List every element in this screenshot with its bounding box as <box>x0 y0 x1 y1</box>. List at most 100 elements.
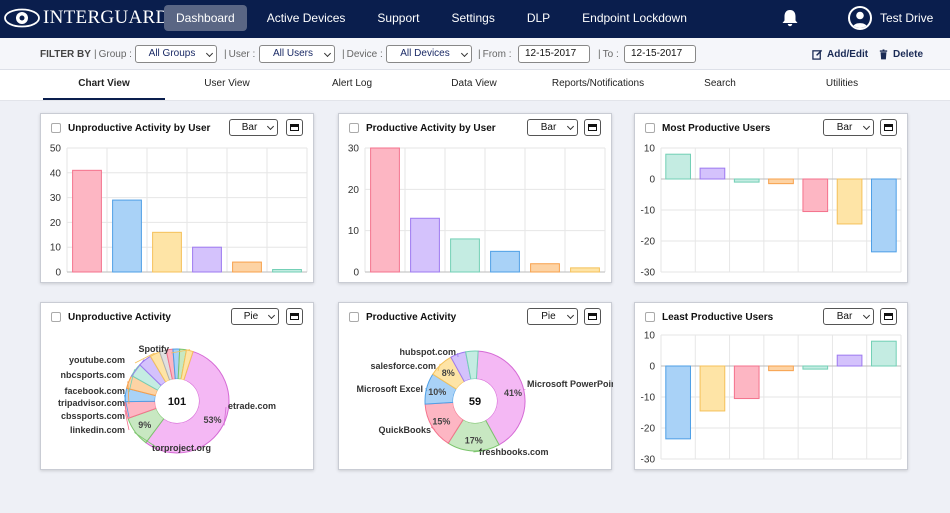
bell-icon[interactable] <box>780 8 800 28</box>
group-label: Group : <box>98 48 132 60</box>
panel-checkbox[interactable] <box>645 123 655 133</box>
bar[interactable] <box>733 178 760 183</box>
nav-settings[interactable]: Settings <box>451 11 495 25</box>
panel-checkbox[interactable] <box>349 123 359 133</box>
bar[interactable] <box>699 167 726 180</box>
device-select[interactable]: All Devices <box>386 45 472 63</box>
window-icon <box>588 124 597 131</box>
chart-panel-productive-by-user: Productive Activity by User Bar 0 10 20 30 <box>338 113 612 283</box>
chart-type-select[interactable]: Pie <box>527 308 578 325</box>
chevron-down-icon <box>460 49 469 58</box>
chevron-down-icon <box>566 311 575 320</box>
maximize-button[interactable] <box>286 119 303 136</box>
bar[interactable] <box>733 365 760 400</box>
chart-panel-unproductive-activity: Unproductive Activity Pie 53% etrade.com 9… <box>40 302 314 470</box>
bar[interactable] <box>871 178 897 253</box>
bar[interactable] <box>836 178 863 225</box>
bar[interactable] <box>665 153 691 180</box>
from-date-input[interactable]: 12-15-2017 <box>518 45 590 63</box>
slice-percent-label: 9% <box>138 420 151 430</box>
slice-percent-label: 15% <box>432 416 450 426</box>
bar[interactable] <box>802 365 829 370</box>
chart-type-select[interactable]: Bar <box>229 119 278 136</box>
slice-label: nbcsports.com <box>60 370 125 380</box>
trash-icon <box>879 48 888 59</box>
group-select[interactable]: All Groups <box>135 45 217 63</box>
chart-panel-unproductive-by-user: Unproductive Activity by User Bar 0 10 20 3… <box>40 113 314 283</box>
y-tick-label: 0 <box>353 268 359 279</box>
add-edit-button[interactable]: Add/Edit <box>812 49 868 60</box>
pie-chart-unproductive-activity: 53% etrade.com 9% torproject.org linkedin.co… <box>58 344 276 454</box>
y-tick-label: 30 <box>348 144 360 155</box>
bar[interactable] <box>72 169 102 273</box>
y-tick-label: 0 <box>55 268 61 279</box>
slice-label: Microsoft PowerPoin <box>527 379 613 389</box>
tab-chart-view[interactable]: Chart View <box>43 70 165 100</box>
nav-support[interactable]: Support <box>377 11 420 25</box>
tab-search[interactable]: Search <box>704 78 736 89</box>
maximize-button[interactable] <box>584 308 601 325</box>
bar-chart-unproductive-by-user: 0 10 20 30 40 50 <box>50 144 308 279</box>
delete-button[interactable]: Delete <box>878 49 923 60</box>
tab-reports-notifications[interactable]: Reports/Notifications <box>551 78 645 89</box>
slice-label: linkedin.com <box>70 425 125 435</box>
tab-utilities[interactable]: Utilities <box>825 78 859 89</box>
bar[interactable] <box>112 199 142 273</box>
bar[interactable] <box>450 238 480 273</box>
chart-type-select[interactable]: Pie <box>231 308 279 325</box>
slice-leader-line <box>127 381 130 405</box>
bar[interactable] <box>370 147 400 273</box>
panel-title: Least Productive Users <box>662 312 774 323</box>
bar[interactable] <box>768 178 794 185</box>
panel-title: Unproductive Activity by User <box>68 123 211 134</box>
nav-endpoint-lockdown[interactable]: Endpoint Lockdown <box>582 11 687 25</box>
bar[interactable] <box>530 263 560 273</box>
from-label: From : <box>482 48 512 60</box>
bar[interactable] <box>272 269 302 273</box>
to-date-input[interactable]: 12-15-2017 <box>624 45 696 63</box>
panel-checkbox[interactable] <box>51 123 61 133</box>
user-select[interactable]: All Users <box>259 45 335 63</box>
slice-leader-line <box>170 349 191 354</box>
user-menu[interactable]: Test Drive <box>848 6 933 30</box>
maximize-button[interactable] <box>584 119 601 136</box>
edit-icon <box>812 49 823 60</box>
nav-dlp[interactable]: DLP <box>526 11 551 25</box>
panel-checkbox[interactable] <box>349 312 359 322</box>
bar[interactable] <box>768 365 794 372</box>
panel-checkbox[interactable] <box>645 312 655 322</box>
bar[interactable] <box>232 261 262 273</box>
interguard-logo[interactable]: INTERGUARD <box>4 6 170 30</box>
slice-label: cbssports.com <box>61 411 125 421</box>
filter-by-label: FILTER BY <box>40 48 91 60</box>
tab-data-view[interactable]: Data View <box>451 78 497 89</box>
bar[interactable] <box>699 365 726 412</box>
tab-alert-log[interactable]: Alert Log <box>331 78 373 89</box>
maximize-button[interactable] <box>880 119 897 136</box>
to-label: To : <box>602 48 619 60</box>
y-tick-label: 50 <box>50 144 62 155</box>
bar[interactable] <box>192 246 222 273</box>
y-tick-label: 10 <box>644 144 656 155</box>
chart-type-select[interactable]: Bar <box>527 119 578 136</box>
maximize-button[interactable] <box>880 308 897 325</box>
tab-user-view[interactable]: User View <box>204 78 250 89</box>
bar[interactable] <box>570 267 600 273</box>
top-navigation-bar: INTERGUARD Dashboard Active Devices Supp… <box>0 0 950 38</box>
bar[interactable] <box>490 250 520 273</box>
bar[interactable] <box>871 340 897 367</box>
bar[interactable] <box>802 178 829 213</box>
bar[interactable] <box>410 217 440 273</box>
nav-dashboard[interactable]: Dashboard <box>164 5 247 31</box>
nav-active-devices[interactable]: Active Devices <box>266 11 346 25</box>
bar-chart-least-productive-users: -30 -20 -10 0 10 <box>641 331 902 466</box>
bar[interactable] <box>836 354 863 367</box>
bar-chart-productive-by-user: 0 10 20 30 <box>348 144 606 279</box>
chart-type-select[interactable]: Bar <box>823 119 874 136</box>
chart-type-select[interactable]: Bar <box>823 308 874 325</box>
bar[interactable] <box>665 365 691 440</box>
panel-checkbox[interactable] <box>51 312 61 322</box>
y-tick-label: -10 <box>641 206 656 217</box>
maximize-button[interactable] <box>286 308 303 325</box>
bar[interactable] <box>152 231 182 273</box>
